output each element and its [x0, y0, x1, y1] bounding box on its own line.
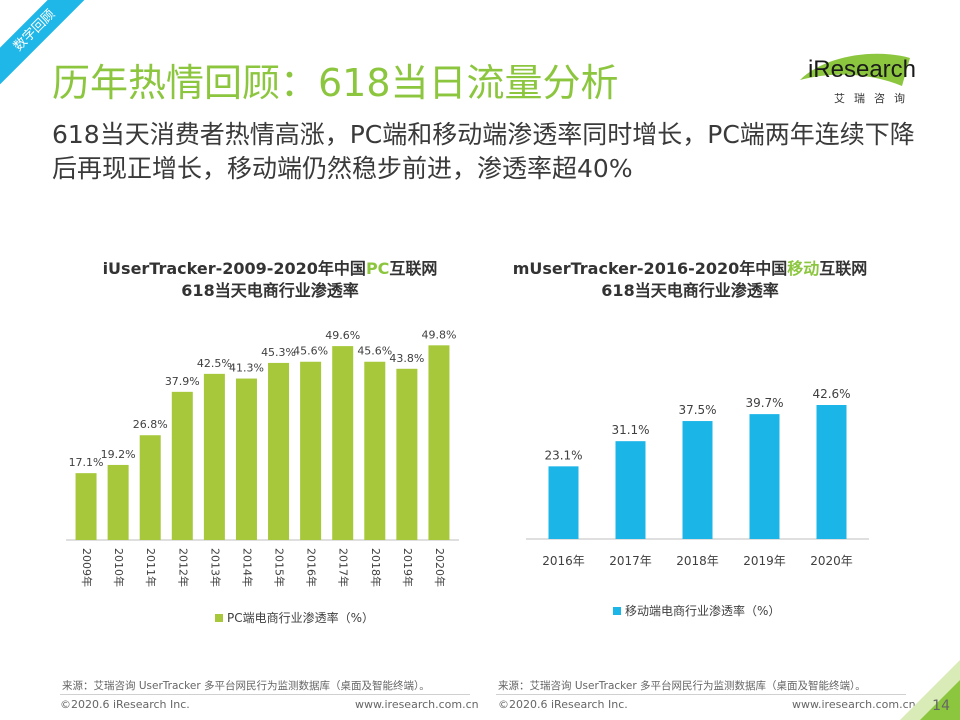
mobile-chart-title-pre: mUserTracker-2016-2020年中国 [512, 259, 788, 278]
pc-bar [300, 361, 322, 540]
mobile-tick-label: 2018年 [676, 554, 719, 568]
pc-tick-label: 2013年 [208, 548, 222, 587]
pc-tick-label: 2015年 [273, 548, 287, 587]
page-number: 14 [932, 698, 950, 714]
pc-bar [171, 391, 193, 540]
footer-divider-right [496, 694, 906, 695]
mobile-bar [548, 466, 579, 539]
pc-bar [364, 361, 386, 540]
pc-tick-label: 2009年 [80, 548, 94, 587]
pc-tick-label: 2018年 [369, 548, 383, 587]
footer-divider-left [60, 694, 470, 695]
pc-data-label: 26.8% [133, 418, 168, 431]
pc-bar [332, 346, 354, 540]
pc-tick-label: 2019年 [401, 548, 415, 587]
mobile-tick-label: 2017年 [609, 554, 652, 568]
mobile-tick-label: 2016年 [542, 554, 585, 568]
mobile-data-label: 37.5% [678, 403, 716, 417]
footer-website-right: www.iresearch.com.cn [792, 698, 916, 711]
pc-data-label: 17.1% [69, 456, 104, 469]
pc-bar [396, 368, 418, 540]
mobile-data-label: 31.1% [611, 423, 649, 437]
pc-bar [203, 373, 225, 540]
logo-cn: 艾瑞咨询 [834, 92, 914, 105]
pc-chart-title: iUserTracker-2009-2020年中国PC互联网 618当天电商行业… [60, 258, 480, 302]
pc-tick-label: 2016年 [305, 548, 319, 587]
pc-tick-label: 2014年 [240, 548, 254, 587]
pc-data-label: 41.3% [229, 362, 264, 375]
pc-legend-swatch [215, 614, 223, 622]
pc-data-label: 45.6% [357, 345, 392, 358]
page-subtitle: 618当天消费者热情高涨，PC端和移动端渗透率同时增长，PC端两年连续下降后再现… [52, 120, 915, 183]
mobile-legend-label: 移动端电商行业渗透率（%） [625, 603, 780, 618]
pc-bar [139, 435, 161, 540]
mobile-data-label: 39.7% [745, 396, 783, 410]
mobile-bar [816, 405, 847, 539]
pc-bar [268, 362, 290, 540]
mobile-bar [749, 414, 780, 539]
pc-data-label: 45.3% [261, 346, 296, 359]
mobile-data-label: 42.6% [812, 387, 850, 401]
logo-swoosh-icon [800, 53, 910, 86]
mobile-chart-title-post: 互联网 [819, 259, 868, 278]
pc-legend-label: PC端电商行业渗透率（%） [227, 610, 374, 625]
mobile-bar [615, 441, 646, 539]
pc-tick-label: 2012年 [176, 548, 190, 587]
mobile-data-label: 23.1% [544, 448, 582, 462]
mobile-chart-title-line2: 618当天电商行业渗透率 [601, 281, 779, 300]
pc-bar [428, 345, 450, 540]
footer-copyright-left: ©2020.6 iResearch Inc. [60, 698, 190, 711]
mobile-chart-title-highlight: 移动 [787, 259, 820, 278]
pc-tick-label: 2020年 [433, 548, 447, 587]
pc-data-label: 43.8% [389, 352, 424, 365]
pc-data-label: 49.6% [325, 329, 360, 342]
pc-tick-label: 2011年 [144, 548, 158, 587]
footer-copyright-right: ©2020.6 iResearch Inc. [498, 698, 628, 711]
pc-chart-title-post: 互联网 [389, 259, 438, 278]
source-note-left: 来源：艾瑞咨询 UserTracker 多平台网民行为监测数据库（桌面及智能终端… [62, 680, 430, 692]
pc-data-label: 42.5% [197, 357, 232, 370]
pc-data-label: 37.9% [165, 375, 200, 388]
logo-wordmark: iResearch [807, 56, 916, 83]
pc-chart-title-line2: 618当天电商行业渗透率 [181, 281, 359, 300]
mobile-chart-title: mUserTracker-2016-2020年中国移动互联网 618当天电商行业… [490, 258, 890, 302]
mobile-tick-label: 2020年 [810, 554, 853, 568]
source-note-right: 来源：艾瑞咨询 UserTracker 多平台网民行为监测数据库（桌面及智能终端… [498, 680, 866, 692]
mobile-bar [682, 421, 713, 539]
pc-data-label: 45.6% [293, 345, 328, 358]
page-title: 历年热情回顾：618当日流量分析 [52, 61, 619, 105]
pc-bar [107, 464, 129, 540]
pc-data-label: 19.2% [101, 448, 136, 461]
pc-chart-title-pre: iUserTracker-2009-2020年中国 [102, 259, 366, 278]
mobile-tick-label: 2019年 [743, 554, 786, 568]
pc-bar [235, 378, 257, 540]
iresearch-logo: iResearch 艾瑞咨询 [786, 50, 916, 112]
mobile-legend-swatch [613, 607, 621, 615]
pc-tick-label: 2017年 [337, 548, 351, 587]
pc-tick-label: 2010年 [112, 548, 126, 587]
footer-website-left: www.iresearch.com.cn [355, 698, 479, 711]
pc-bar [75, 473, 97, 540]
page-corner-decoration [900, 660, 960, 720]
pc-chart-title-highlight: PC [365, 259, 390, 278]
pc-data-label: 49.8% [421, 328, 456, 341]
